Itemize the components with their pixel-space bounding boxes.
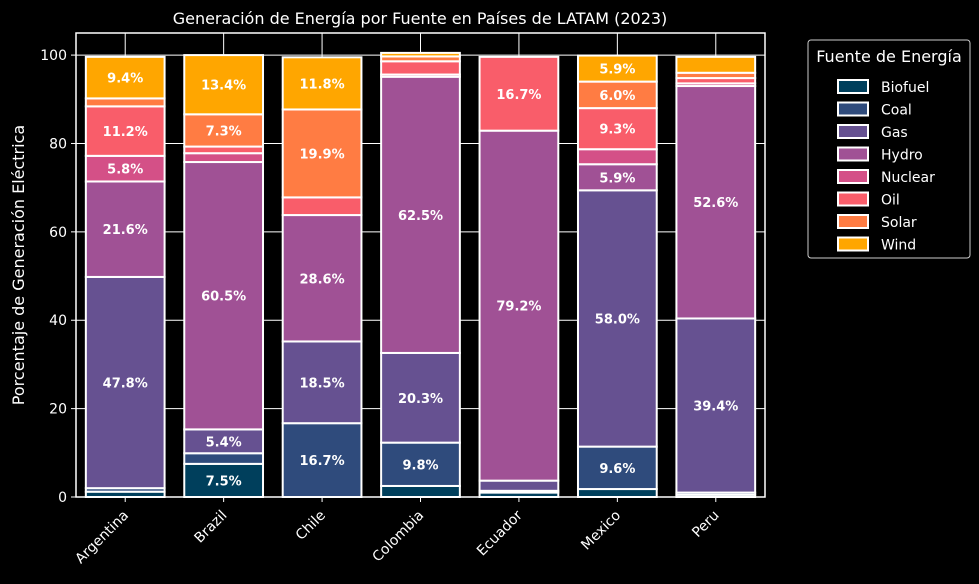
- bar-value-label: 20.3%: [398, 392, 443, 407]
- bar-segment-wind: [675, 55, 757, 74]
- bar-segment-oil: [281, 196, 363, 217]
- bar-segment-biofuel: [576, 488, 658, 499]
- bar-segment-solar: [84, 97, 166, 108]
- bar-segment-hydro: [380, 75, 461, 354]
- bar-value-label: 62.5%: [398, 209, 443, 224]
- y-tick-label: 20: [49, 402, 67, 418]
- bar-segment-hydro: [478, 129, 560, 482]
- bar-value-label: 16.7%: [300, 454, 345, 469]
- bar-segment-biofuel: [183, 462, 265, 499]
- x-tick-label: Mexico: [578, 508, 624, 554]
- bar-segment-hydro: [183, 161, 265, 431]
- x-ticks: Argentina Brazil Chile Colombia Ecuador Mexic…: [72, 497, 723, 568]
- bar-value-label: 11.8%: [300, 77, 345, 92]
- x-tick-label: Brazil: [192, 508, 231, 547]
- y-tick-label: 100: [40, 48, 67, 64]
- bar-segment-oil: [380, 60, 461, 76]
- bar-segment-biofuel: [380, 484, 461, 499]
- bar-value-label: 18.5%: [300, 376, 345, 391]
- bar-segment-gas: [380, 351, 461, 444]
- bar-value-label: 11.2%: [103, 125, 148, 140]
- x-tick-label: Chile: [293, 508, 329, 544]
- x-tick-label: Argentina: [72, 508, 132, 568]
- legend-label: Biofuel: [881, 80, 929, 96]
- x-tick-label: Ecuador: [474, 507, 526, 559]
- legend-label: Oil: [881, 193, 900, 209]
- bar-value-label: 9.4%: [107, 72, 143, 87]
- y-tick-label: 0: [58, 490, 67, 506]
- legend-swatch-coal: [837, 101, 869, 117]
- bar-value-label: 5.8%: [107, 163, 143, 178]
- legend-swatch-nuclear: [837, 169, 869, 184]
- bar-segment-gas: [576, 189, 658, 448]
- bar-segment-coal: [183, 452, 265, 465]
- bar-segment-wind: [281, 56, 363, 111]
- bar-segment-wind: [576, 54, 658, 83]
- x-tick-label: Colombia: [369, 508, 427, 566]
- bar-segment-gas: [675, 317, 757, 494]
- y-tick-label: 80: [49, 136, 67, 152]
- chart-title: Generación de Energía por Fuente en País…: [173, 9, 668, 28]
- legend-swatch-solar: [837, 214, 869, 229]
- bar-segment-oil: [84, 105, 166, 157]
- legend-label: Nuclear: [881, 170, 935, 186]
- bar-value-label: 58.0%: [595, 312, 640, 327]
- bar-value-label: 5.9%: [599, 171, 635, 186]
- bar-segment-wind: [84, 55, 166, 100]
- bar-value-label: 52.6%: [693, 196, 738, 211]
- bar-value-label: 5.4%: [206, 435, 242, 450]
- legend-swatch-biofuel: [837, 79, 869, 94]
- bar-value-label: 60.5%: [201, 290, 246, 305]
- bar-labels-layer: 47.8% 21.6% 5.8% 11.2% 9.4% 7.5% 5.4% 60.5% 7.3%…: [103, 63, 739, 490]
- bar-segment-wind: [380, 51, 461, 58]
- bar-segment-nuclear: [183, 152, 265, 164]
- bar-segment-coal: [576, 445, 658, 491]
- legend-label: Solar: [881, 215, 917, 231]
- bar-segment-gas: [478, 479, 560, 492]
- bar-value-label: 9.8%: [402, 458, 438, 473]
- y-ticks: 0 20 40 60 80 100: [40, 48, 76, 506]
- bar-value-label: 16.7%: [496, 88, 541, 103]
- bar-segment-oil: [478, 55, 560, 132]
- bar-value-label: 9.3%: [599, 123, 635, 138]
- bar-value-label: 7.5%: [206, 474, 242, 489]
- bar-value-label: 28.6%: [300, 272, 345, 287]
- bar-value-label: 9.6%: [599, 462, 635, 477]
- y-tick-label: 60: [49, 225, 67, 241]
- bar-value-label: 21.6%: [103, 223, 148, 238]
- bar-segment-nuclear: [576, 148, 658, 166]
- bar-segment-coal: [380, 441, 461, 487]
- bar-segment-solar: [576, 80, 658, 110]
- legend-swatch-hydro: [837, 146, 869, 162]
- legend-label: Hydro: [881, 148, 923, 164]
- legend-swatch-wind: [837, 236, 869, 252]
- legend-label: Wind: [881, 238, 916, 254]
- bar-value-label: 39.4%: [693, 400, 738, 415]
- bar-segment-wind: [183, 54, 265, 116]
- bar-value-label: 13.4%: [201, 79, 246, 94]
- bars-layer: [84, 51, 757, 499]
- legend-label: Gas: [881, 125, 908, 141]
- legend: Fuente de Energía Biofuel Coal Gas Hydro Nuc…: [807, 39, 971, 259]
- bar-value-label: 5.9%: [599, 63, 635, 78]
- x-tick-label: Peru: [689, 508, 722, 541]
- y-axis-title: Porcentaje de Generación Eléctrica: [9, 125, 28, 405]
- bar-value-label: 79.2%: [496, 300, 541, 315]
- legend-title: Fuente de Energía: [816, 47, 962, 66]
- legend-swatch-gas: [837, 124, 869, 139]
- bar-value-label: 7.3%: [206, 124, 242, 139]
- y-tick-label: 40: [49, 313, 67, 329]
- legend-label: Coal: [881, 103, 912, 119]
- legend-items: Biofuel Coal Gas Hydro Nuclear Oil Solar Wind: [837, 79, 935, 254]
- bar-value-label: 47.8%: [103, 377, 148, 392]
- bar-segment-solar: [183, 113, 265, 148]
- bar-value-label: 19.9%: [300, 147, 345, 162]
- bar-value-label: 6.0%: [599, 89, 635, 104]
- legend-swatch-oil: [837, 191, 869, 207]
- bar-segment-hydro: [675, 85, 757, 320]
